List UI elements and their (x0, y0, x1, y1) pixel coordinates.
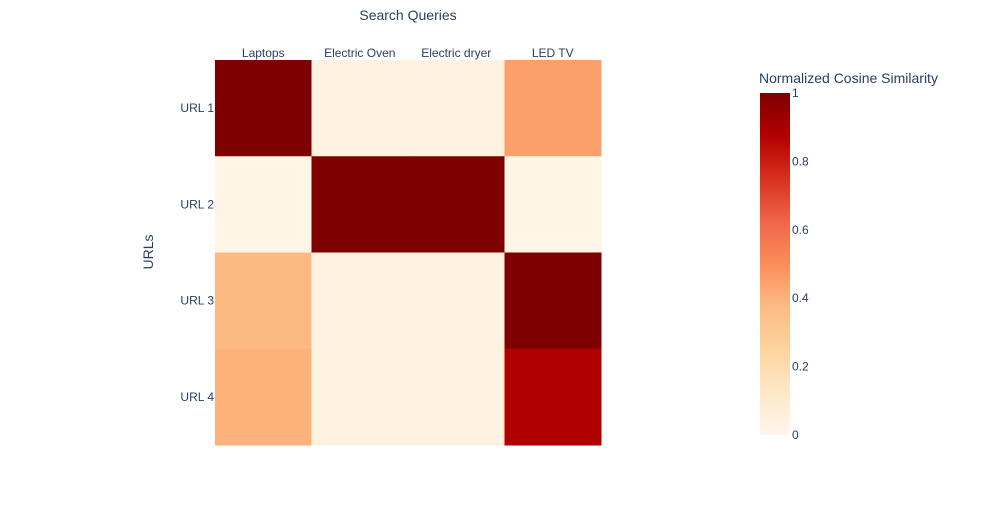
heatmap-cell (311, 252, 409, 350)
heatmap-cell (504, 156, 602, 253)
heatmap-cell (311, 156, 409, 253)
heatmap-cell (408, 156, 505, 253)
heatmap-cell (408, 60, 505, 157)
heatmap-cell (215, 348, 312, 446)
colorbar-tick-label: 0.6 (792, 223, 809, 237)
colorbar-title: Normalized Cosine Similarity (759, 70, 938, 86)
colorbar-tick-label: 0.2 (792, 360, 809, 374)
colorbar-tick-labels: 0 0.2 0.4 0.6 0.8 1 (792, 86, 809, 442)
x-tick-labels: Laptops Electric Oven Electric dryer LED TV (242, 46, 574, 60)
heatmap-cell (215, 156, 312, 253)
heatmap-cell (408, 348, 505, 446)
x-tick-label: LED TV (532, 46, 574, 60)
y-tick-labels: URL 1 URL 2 URL 3 URL 4 (180, 101, 214, 404)
heatmap-cell (504, 348, 602, 446)
heatmap-cells (215, 60, 602, 446)
heatmap-cell (408, 252, 505, 350)
colorbar-tick-label: 0.8 (792, 154, 809, 168)
y-tick-label: URL 3 (180, 294, 214, 308)
colorbar-tick-label: 0 (792, 428, 799, 442)
y-axis-title: URLs (140, 234, 156, 269)
x-tick-label: Electric Oven (324, 46, 395, 60)
x-tick-label: Laptops (242, 46, 285, 60)
heatmap-cell (215, 252, 312, 350)
heatmap-cell (311, 348, 409, 446)
colorbar (760, 93, 790, 435)
x-tick-label: Electric dryer (421, 46, 491, 60)
y-tick-label: URL 4 (180, 390, 214, 404)
heatmap-cell (311, 60, 409, 157)
colorbar-tick-label: 1 (792, 86, 799, 100)
x-axis-title: Search Queries (359, 7, 456, 23)
heatmap-cell (504, 60, 602, 157)
y-tick-label: URL 1 (180, 101, 214, 115)
y-tick-label: URL 2 (180, 197, 214, 211)
colorbar-tick-label: 0.4 (792, 291, 809, 305)
heatmap-cell (215, 60, 312, 157)
heatmap-cell (504, 252, 602, 350)
